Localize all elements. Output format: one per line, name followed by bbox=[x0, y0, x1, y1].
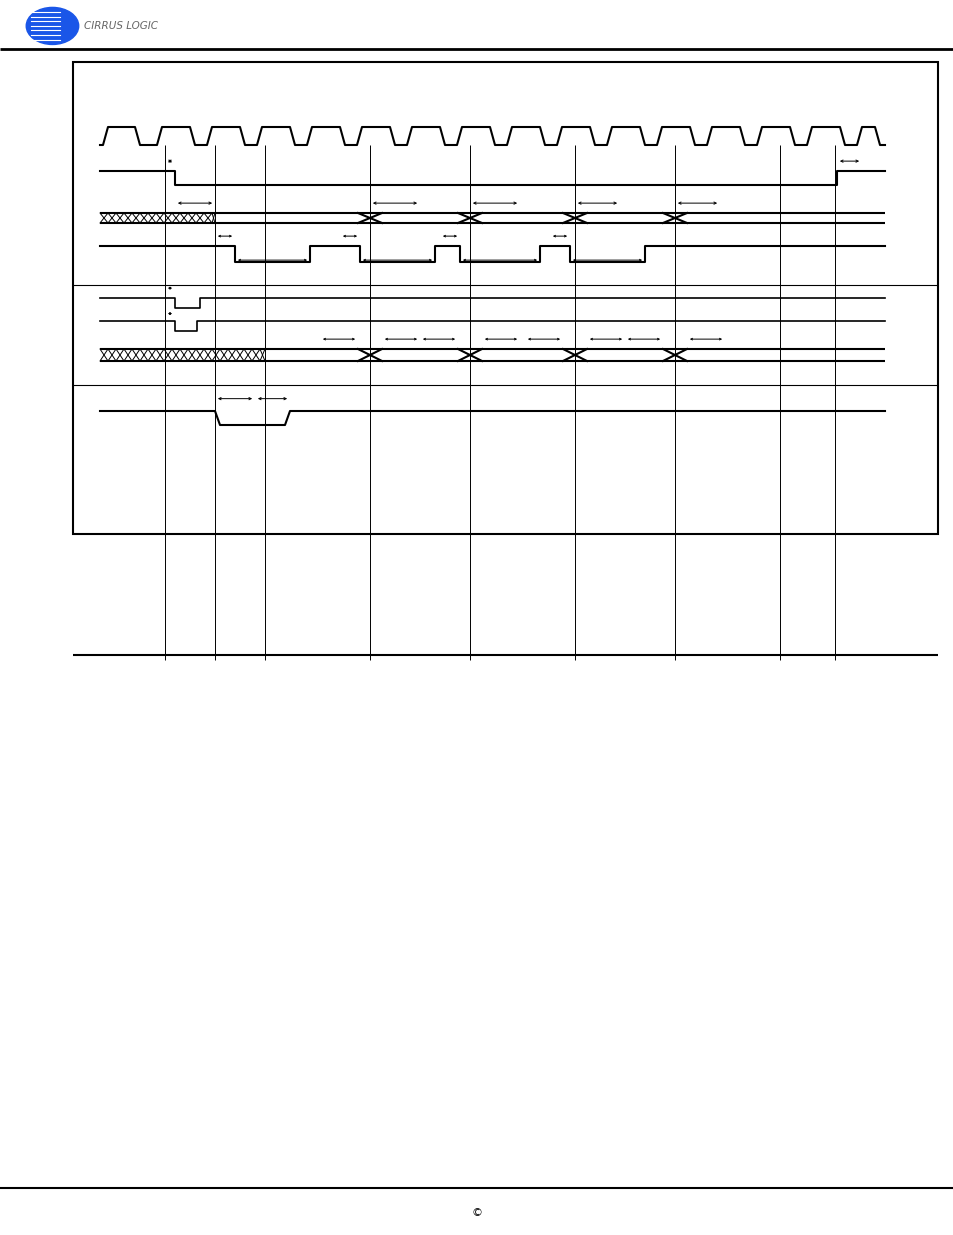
Ellipse shape bbox=[26, 7, 78, 44]
Text: CIRRUS LOGIC: CIRRUS LOGIC bbox=[84, 21, 158, 31]
Bar bbox=[73, 62, 937, 534]
Text: ©: © bbox=[471, 1208, 482, 1218]
